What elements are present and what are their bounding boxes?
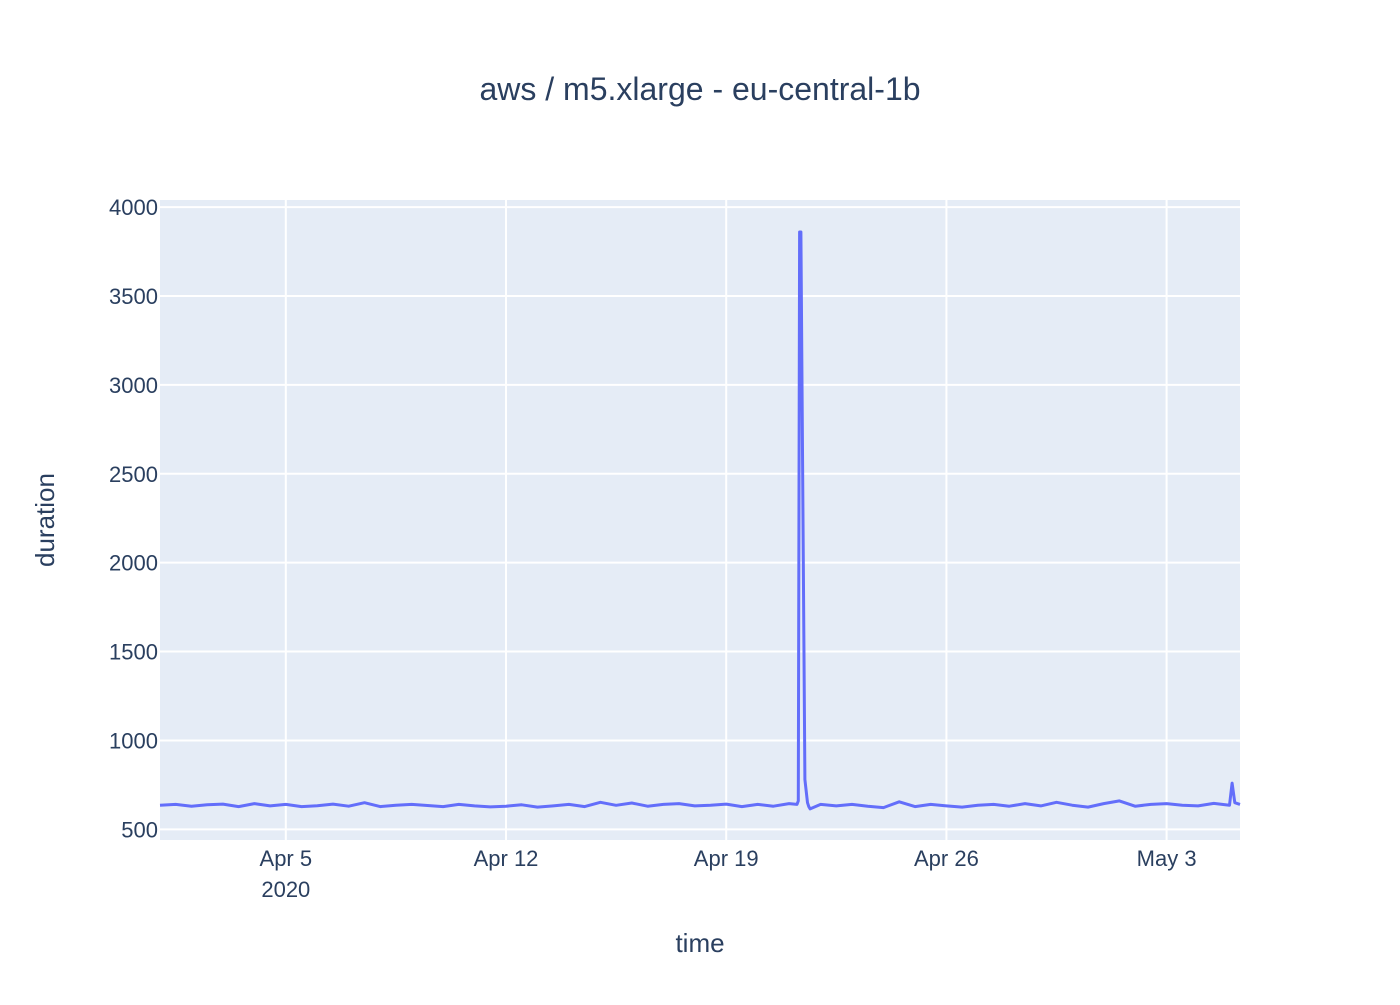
- y-tick-label: 1500: [109, 640, 158, 665]
- y-gridlines: [160, 206, 1240, 831]
- y-tick-label: 2000: [109, 551, 158, 576]
- y-tick-label: 3000: [109, 373, 158, 398]
- x-tick-labels: Apr 5 2020 Apr 12 Apr 19 Apr 26 May 3: [260, 846, 1197, 902]
- x-axis-title: time: [675, 928, 724, 958]
- x-tick-label: May 3: [1137, 846, 1197, 871]
- chart-title: aws / m5.xlarge - eu-central-1b: [479, 71, 920, 107]
- x-tick-label: Apr 12: [474, 846, 539, 871]
- y-tick-labels: 500 1000 1500 2000 2500 3000 3500 4000: [109, 195, 158, 842]
- y-axis-title: duration: [30, 473, 60, 567]
- y-tick-label: 4000: [109, 195, 158, 220]
- plot-background: [160, 200, 1240, 840]
- y-tick-label: 2500: [109, 462, 158, 487]
- series-line: [159, 230, 1241, 811]
- x-tick-label: Apr 5: [260, 846, 313, 871]
- y-tick-label: 1000: [109, 728, 158, 753]
- x-tick-year-label: 2020: [261, 877, 310, 902]
- x-tick-label: Apr 26: [914, 846, 979, 871]
- y-tick-label: 3500: [109, 284, 158, 309]
- x-gridlines: [284, 200, 1168, 840]
- y-tick-label: 500: [121, 817, 158, 842]
- x-tick-label: Apr 19: [694, 846, 759, 871]
